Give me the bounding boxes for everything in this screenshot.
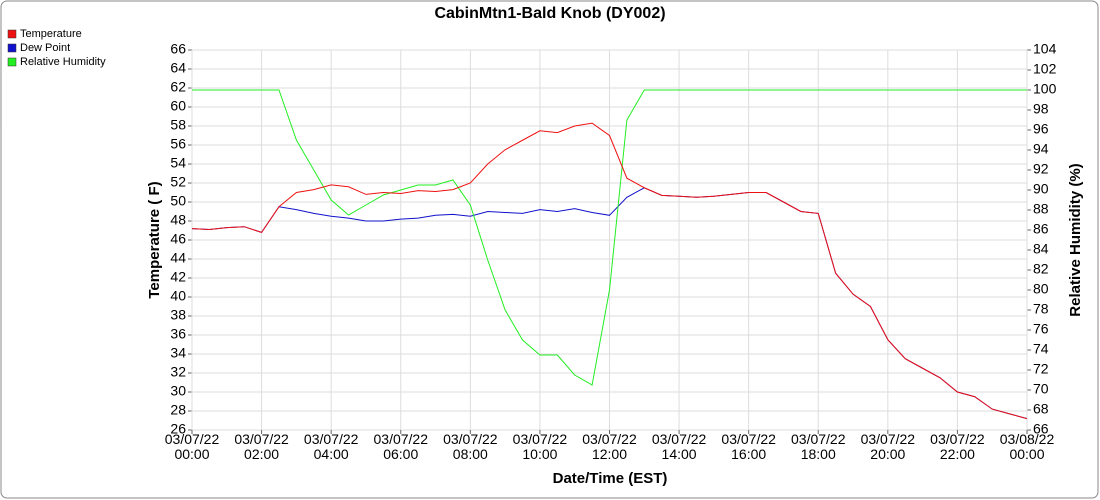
legend-swatch: [7, 29, 17, 39]
y-tick-label: 40: [170, 288, 186, 304]
y-tick-label: 60: [170, 98, 186, 114]
y2-tick-label: 98: [1033, 101, 1049, 117]
x-tick-label: 03/07/22 22:00: [930, 431, 985, 462]
y-tick-label: 54: [170, 155, 186, 171]
y2-tick-label: 78: [1033, 301, 1049, 317]
y2-tick-label: 88: [1033, 201, 1049, 217]
y-tick-label: 36: [170, 326, 186, 342]
y2-tick-label: 100: [1033, 81, 1057, 97]
legend-label: Dew Point: [20, 42, 70, 54]
y2-tick-label: 96: [1033, 121, 1049, 137]
x-tick-label: 03/07/22 00:00: [164, 431, 220, 462]
y-tick-label: 32: [170, 364, 186, 380]
y-tick-label: 30: [170, 383, 186, 399]
y-tick-label: 64: [170, 60, 186, 76]
x-tick-label: 03/07/22 12:00: [582, 431, 637, 462]
y2-tick-label: 68: [1033, 401, 1049, 417]
legend-swatch: [7, 43, 17, 53]
x-tick-label: 03/07/22 10:00: [512, 431, 568, 462]
y-tick-label: 66: [170, 41, 186, 57]
y-tick-label: 34: [170, 345, 186, 361]
x-axis-label: Date/Time (EST): [553, 470, 668, 487]
chart-title: CabinMtn1-Bald Knob (DY002): [434, 5, 665, 22]
series-line: [191, 122, 1028, 420]
x-tick-label: 03/07/22 20:00: [860, 431, 916, 462]
y2-tick-label: 86: [1033, 221, 1049, 237]
x-tick-label: 03/07/22 04:00: [303, 431, 359, 462]
y-tick-label: 28: [170, 402, 186, 418]
y-tick-label: 46: [170, 231, 186, 247]
y-tick-label: 58: [170, 117, 186, 133]
y-tick-label: 50: [170, 193, 186, 209]
legend-label: Relative Humidity: [20, 56, 106, 68]
y2-tick-label: 80: [1033, 281, 1049, 297]
y2-tick-label: 104: [1033, 41, 1057, 57]
x-tick-label: 03/07/22 14:00: [651, 431, 707, 462]
series-line: [192, 89, 1027, 386]
y2-tick-label: 102: [1033, 61, 1057, 77]
y2-axis-label: Relative Humidity (%): [1067, 163, 1084, 316]
y2-tick-label: 70: [1033, 381, 1049, 397]
x-tick-label: 03/07/22 18:00: [791, 431, 846, 462]
y2-tick-label: 74: [1033, 341, 1049, 357]
y-tick-label: 42: [170, 269, 186, 285]
x-tick-label: 03/08/22 00:00: [999, 431, 1055, 462]
y2-tick-label: 94: [1033, 141, 1049, 157]
y2-tick-label: 72: [1033, 361, 1049, 377]
y2-tick-label: 90: [1033, 181, 1049, 197]
y2-tick-label: 76: [1033, 321, 1049, 337]
y2-tick-label: 82: [1033, 261, 1049, 277]
legend-swatch: [7, 57, 17, 67]
y2-tick-label: 84: [1033, 241, 1049, 257]
x-tick-label: 03/07/22 06:00: [373, 431, 429, 462]
y-tick-label: 38: [170, 307, 186, 323]
x-tick-label: 03/07/22 08:00: [443, 431, 498, 462]
y-tick-label: 56: [170, 136, 186, 152]
y-tick-label: 44: [170, 250, 186, 266]
x-tick-label: 03/07/22 02:00: [234, 431, 289, 462]
y2-tick-label: 66: [1033, 421, 1049, 437]
y-tick-label: 48: [170, 212, 186, 228]
y-tick-label: 52: [170, 174, 186, 190]
legend-label: Temperature: [20, 28, 82, 40]
y2-tick-label: 92: [1033, 161, 1049, 177]
y-tick-label: 26: [170, 421, 186, 437]
y-axis-label: Temperature ( F): [146, 181, 163, 298]
y-tick-label: 62: [170, 79, 186, 95]
x-tick-label: 03/07/22 16:00: [721, 431, 776, 462]
